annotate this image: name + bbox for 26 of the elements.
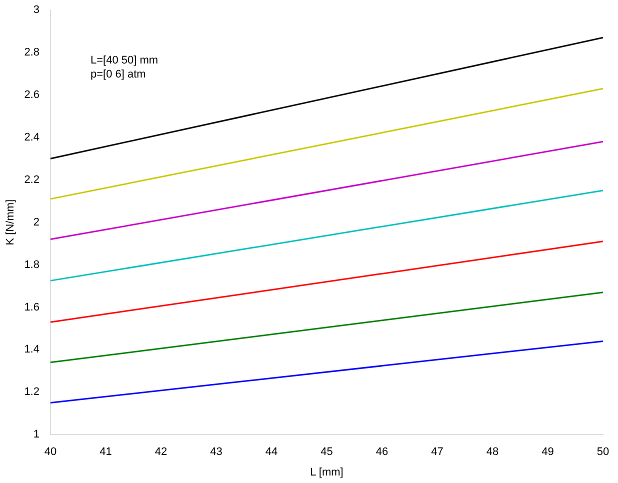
- y-tick-label: 1.8: [24, 258, 40, 271]
- annotation: p=[0 6] atm: [90, 68, 146, 81]
- y-tick-label: 2.2: [24, 174, 40, 186]
- annotation: L=[40 50] mm: [90, 54, 158, 67]
- y-axis-title: K [N/mm]: [4, 199, 17, 246]
- y-tick-label: 2.8: [24, 46, 40, 58]
- x-tick-label: 47: [431, 446, 444, 458]
- x-axis-title: L [mm]: [310, 466, 344, 478]
- x-tick-label: 43: [210, 446, 222, 458]
- x-tick-label: 46: [376, 446, 388, 458]
- y-tick-label: 3: [33, 4, 40, 16]
- x-tick-label: 49: [542, 446, 554, 458]
- y-tick-label: 2.6: [24, 88, 40, 101]
- x-tick-label: 40: [44, 446, 57, 458]
- y-tick-label: 1.4: [24, 344, 40, 356]
- y-tick-label: 1.2: [24, 386, 40, 398]
- x-tick-label: 42: [154, 446, 168, 458]
- x-tick-label: 50: [596, 446, 610, 458]
- x-tick-label: 41: [100, 446, 112, 458]
- x-tick-label: 44: [265, 446, 278, 458]
- y-tick-label: 1: [33, 428, 40, 441]
- x-tick-label: 45: [320, 446, 333, 458]
- y-tick-label: 2: [33, 216, 40, 228]
- y-tick-label: 2.4: [24, 131, 40, 144]
- x-tick-label: 48: [486, 446, 499, 458]
- y-tick-label: 1.6: [24, 301, 40, 314]
